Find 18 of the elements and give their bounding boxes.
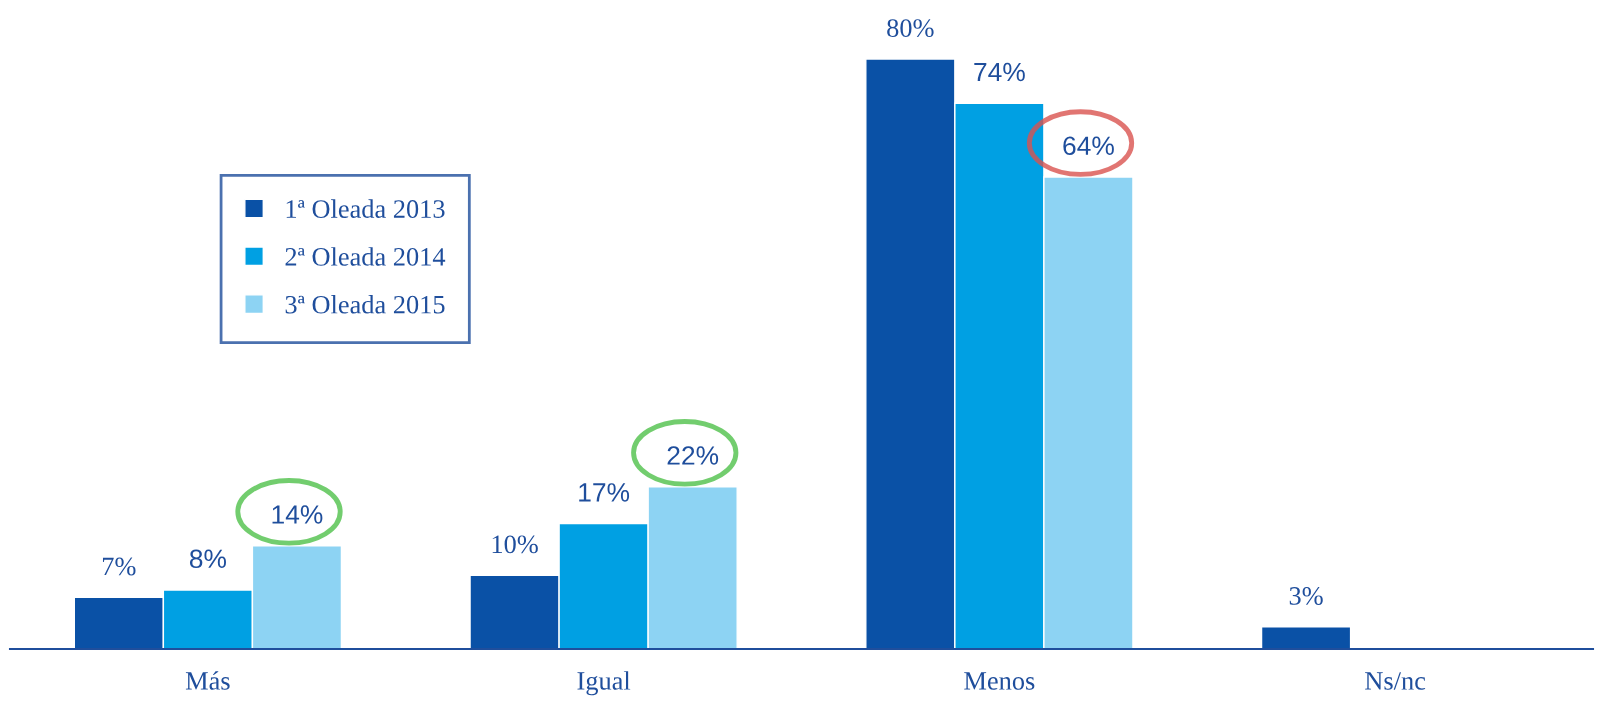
data-label: 8% (189, 549, 227, 569)
data-label: 74% (974, 62, 1025, 82)
x-tick-label: Ns/nc (1365, 672, 1426, 690)
legend-label: 3ª Oleada 2015 (285, 295, 445, 314)
x-tick-label: Más (185, 671, 230, 690)
x-tick-label: Menos (964, 672, 1035, 690)
legend-label: 1ª Oleada 2013 (286, 199, 445, 218)
data-label: 7% (102, 557, 136, 576)
data-label: 17% (579, 483, 630, 502)
legend-label: 2ª Oleada 2014 (285, 247, 446, 266)
data-label: 64% (1063, 136, 1114, 156)
data-label: 14% (272, 505, 323, 524)
data-label: 3% (1289, 587, 1323, 605)
bar (1260, 626, 1352, 649)
data-label: 80% (887, 19, 934, 38)
data-label: 22% (667, 446, 719, 465)
x-tick-label: Igual (577, 671, 631, 696)
data-label: 10% (492, 535, 538, 554)
